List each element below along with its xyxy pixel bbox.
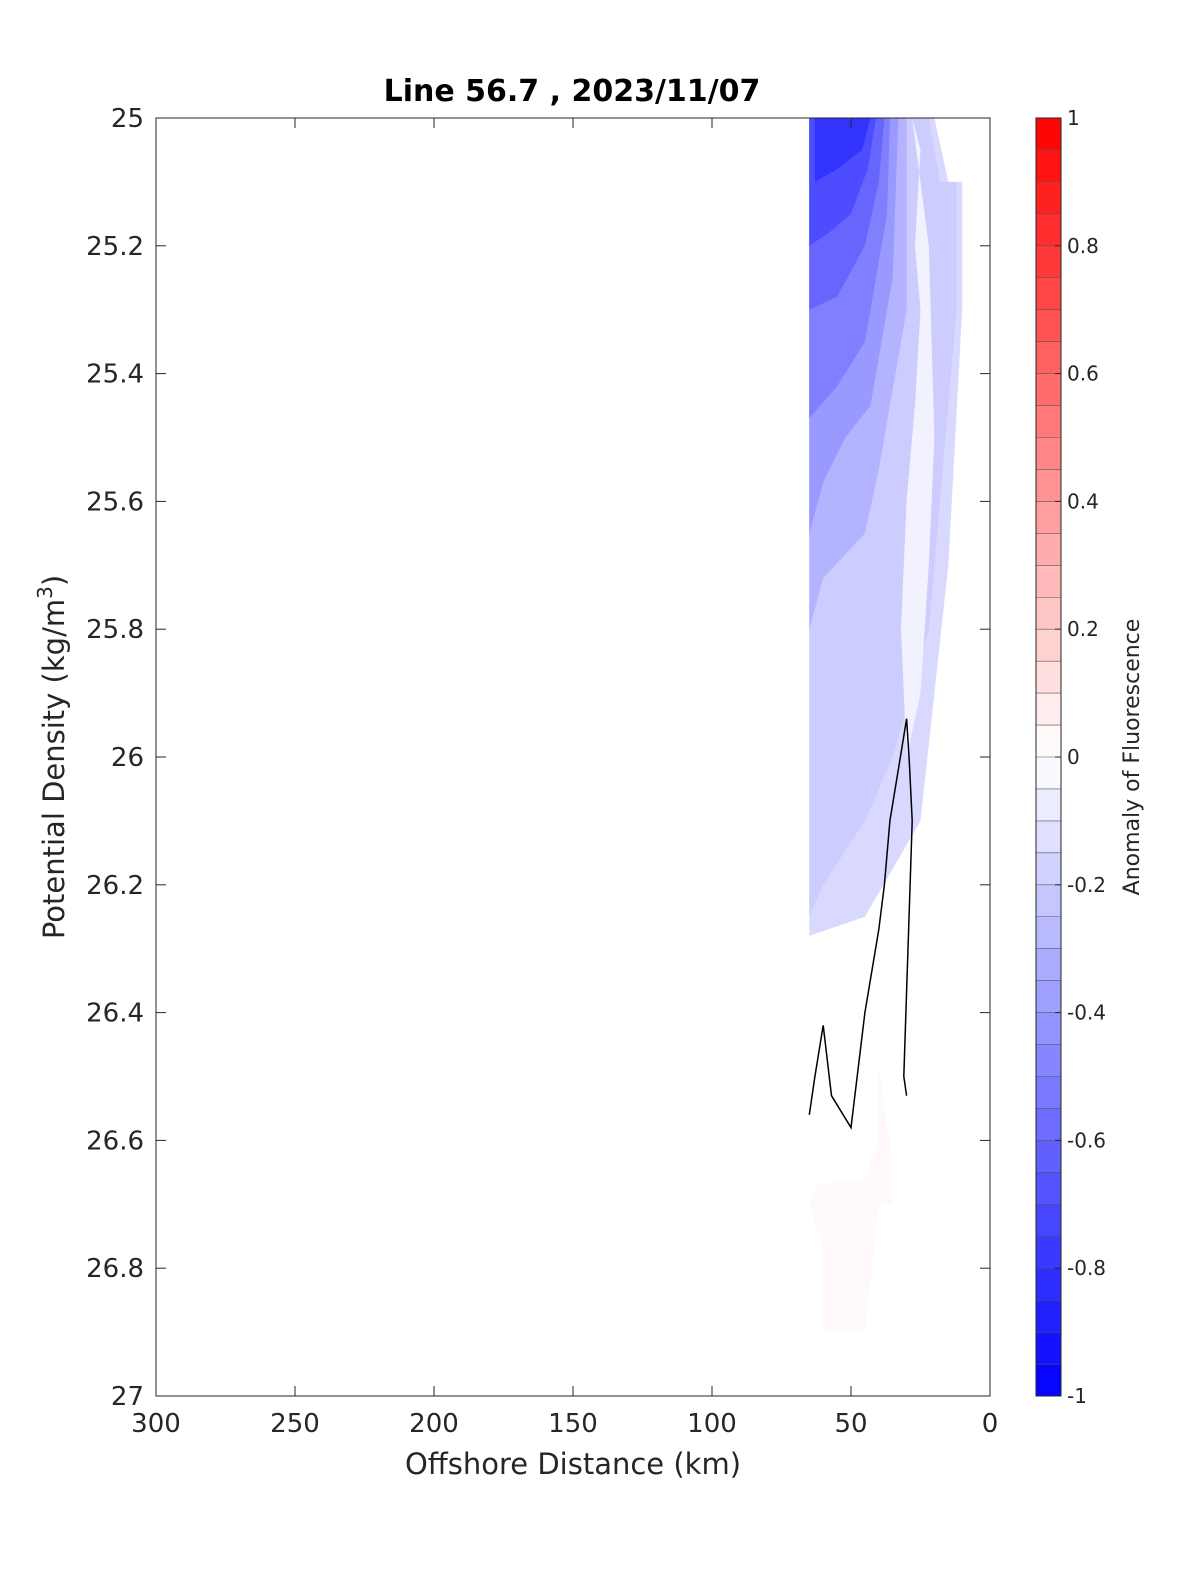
colorbar-level (1036, 533, 1061, 566)
colorbar-level (1036, 437, 1061, 470)
y-axis-label-suffix: ) (37, 575, 71, 586)
x-tick-label: 200 (409, 1409, 459, 1439)
colorbar-level (1036, 693, 1061, 726)
colorbar-level (1036, 213, 1061, 246)
colorbar-level (1036, 501, 1061, 534)
x-tick-label: 0 (982, 1409, 999, 1439)
x-tick-label: 150 (548, 1409, 598, 1439)
colorbar-level (1036, 1236, 1061, 1269)
y-tick-label: 25.8 (86, 615, 144, 645)
colorbar-tick-label: -1 (1067, 1384, 1087, 1408)
colorbar-level (1036, 852, 1061, 885)
colorbar-level (1036, 1076, 1061, 1109)
colorbar-level (1036, 661, 1061, 694)
colorbar-level (1036, 1364, 1061, 1396)
y-tick-label: 25 (111, 104, 144, 134)
contour-region-7 (814, 118, 871, 182)
x-tick-label: 50 (834, 1409, 867, 1439)
x-tick-label: 250 (270, 1409, 320, 1439)
colorbar-level (1036, 1012, 1061, 1045)
y-axis-label: Potential Density (kg/m3) (33, 575, 71, 939)
x-tick-label: 300 (131, 1409, 181, 1439)
colorbar-level (1036, 597, 1061, 630)
colorbar-level (1036, 373, 1061, 406)
y-tick-label: 26.6 (86, 1126, 144, 1156)
chart-title: Line 56.7 , 2023/11/07 (384, 74, 761, 109)
colorbar-tick-label: 1 (1067, 106, 1080, 130)
colorbar-tick-label: -0.4 (1067, 1001, 1106, 1025)
colorbar-level (1036, 725, 1061, 757)
colorbar-tick-label: -0.8 (1067, 1256, 1106, 1280)
contour-region-9 (809, 1063, 893, 1333)
colorbar-level (1036, 1172, 1061, 1205)
colorbar-level (1036, 1300, 1061, 1333)
x-tick-label: 100 (687, 1409, 737, 1439)
y-tick-label: 26.4 (86, 999, 144, 1029)
colorbar-level (1036, 948, 1061, 981)
colorbar-level (1036, 916, 1061, 949)
colorbar-level (1036, 1332, 1061, 1365)
colorbar-level (1036, 341, 1061, 374)
y-tick-label: 25.4 (86, 360, 144, 390)
colorbar-tick-label: 0 (1067, 745, 1080, 769)
colorbar-tick-label: -0.2 (1067, 873, 1106, 897)
colorbar-level (1036, 757, 1061, 789)
y-tick-label: 26.8 (86, 1254, 144, 1284)
y-tick-label: 25.2 (86, 232, 144, 262)
colorbar-level (1036, 629, 1061, 662)
y-axis: 25 25.2 25.4 25.6 25.8 26 26.2 26.4 26.6 26.8 27 (86, 104, 990, 1412)
colorbar-level (1036, 245, 1061, 278)
colorbar-level (1036, 820, 1061, 853)
colorbar-level (1036, 309, 1061, 342)
y-tick-label: 26 (111, 743, 144, 773)
colorbar-label: Anomaly of Fluorescence (1120, 619, 1145, 896)
y-axis-label-main: Potential Density (kg/m (37, 599, 71, 939)
colorbar-level (1036, 149, 1061, 182)
filled-contours (809, 118, 963, 1333)
contour-line-0 (808, 718, 913, 1130)
x-axis-label: Offshore Distance (km) (405, 1447, 741, 1481)
colorbar-level (1036, 118, 1061, 150)
colorbar-level (1036, 1204, 1061, 1237)
colorbar-tick-label: -0.6 (1067, 1128, 1106, 1152)
y-tick-label: 27 (111, 1382, 144, 1412)
y-tick-label: 26.2 (86, 871, 144, 901)
y-tick-label: 25.6 (86, 487, 144, 517)
colorbar-tick-label: 0.6 (1067, 362, 1099, 386)
colorbar-level (1036, 469, 1061, 502)
x-axis: 300 250 200 150 100 50 0 (131, 118, 998, 1439)
colorbar-tick-label: 0.8 (1067, 234, 1099, 258)
contour-region-8 (901, 118, 935, 757)
colorbar-tick-label: 0.2 (1067, 617, 1099, 641)
colorbar-level (1036, 1268, 1061, 1301)
colorbar-level (1036, 1140, 1061, 1173)
y-axis-label-superscript: 3 (33, 586, 57, 599)
colorbar-tick-label: 0.4 (1067, 489, 1099, 513)
contour-lines (808, 718, 913, 1130)
colorbar-level (1036, 277, 1061, 310)
colorbar-level (1036, 1044, 1061, 1077)
colorbar-level (1036, 181, 1061, 214)
colorbar-level (1036, 980, 1061, 1013)
colorbar-level (1036, 405, 1061, 438)
colorbar-level (1036, 884, 1061, 917)
colorbar-level (1036, 1108, 1061, 1141)
colorbar-level (1036, 565, 1061, 598)
colorbar (1036, 118, 1061, 1396)
colorbar-ticks: 1 0.8 0.6 0.4 0.2 0 -0.2 -0.4 -0.6 -0.8 -1 (1055, 106, 1106, 1408)
colorbar-level (1036, 788, 1061, 821)
